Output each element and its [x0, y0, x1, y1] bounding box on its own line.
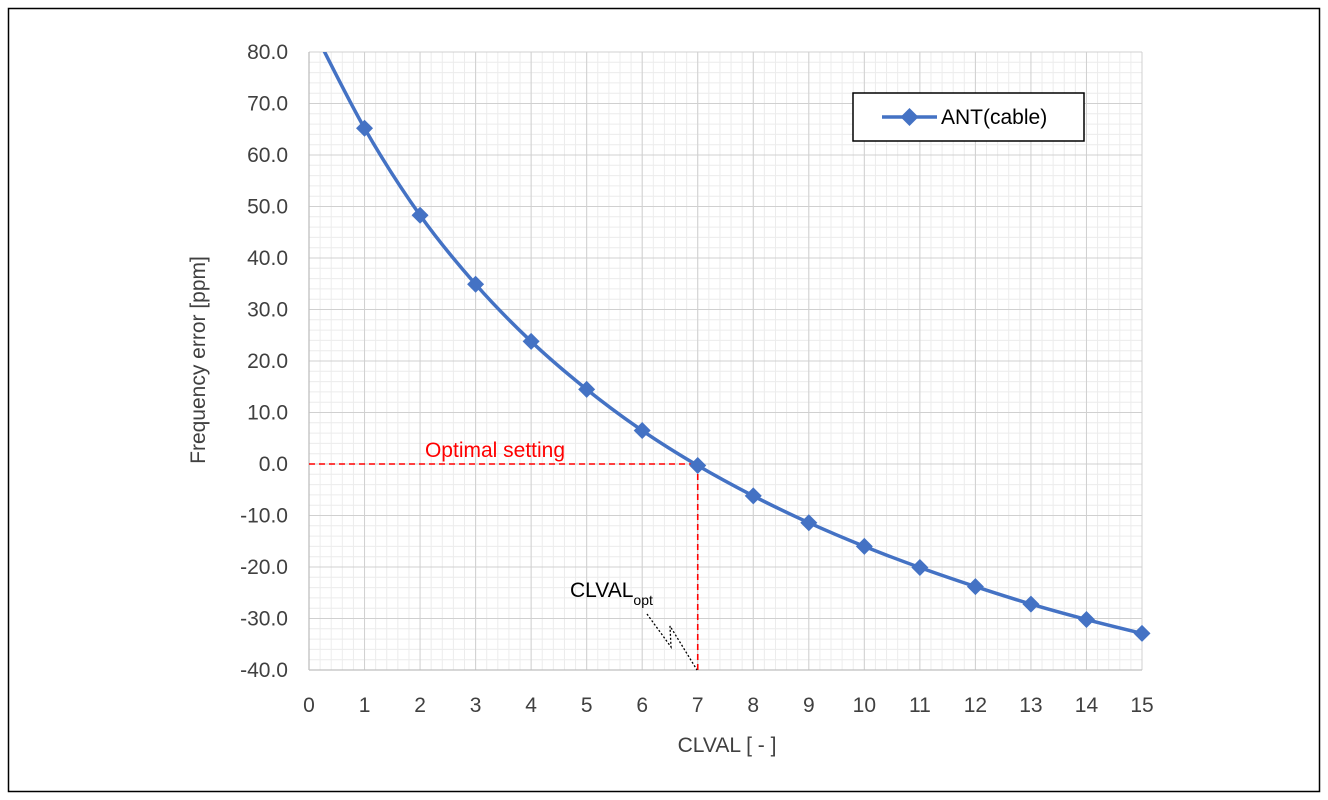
y-tick-label: 60.0: [247, 144, 288, 167]
x-axis-title: CLVAL [ - ]: [678, 734, 777, 757]
y-tick-label: 50.0: [247, 196, 288, 219]
y-tick-label: 80.0: [247, 41, 288, 64]
data-point-marker: [855, 537, 873, 555]
x-tick-label: 10: [853, 694, 876, 717]
data-point-marker: [800, 514, 818, 532]
x-tick-label: 12: [964, 694, 987, 717]
x-tick-labels: 0 1 2 3 4 5 6 7 8 9 10 11 12 13 14 15: [303, 694, 1154, 717]
y-tick-label: -20.0: [240, 556, 288, 579]
x-tick-label: 0: [303, 694, 315, 717]
data-point-marker: [689, 457, 707, 475]
data-point-marker: [522, 332, 540, 350]
y-tick-label: 10.0: [247, 402, 288, 425]
optimal-guide-lines: [309, 463, 699, 670]
x-tick-label: 8: [747, 694, 759, 717]
legend-series-label: ANT(cable): [941, 106, 1047, 129]
data-point-marker: [1077, 611, 1095, 629]
x-tick-label: 3: [470, 694, 482, 717]
data-point-marker: [744, 487, 762, 505]
series-group: [322, 52, 1151, 642]
data-point-marker: [1133, 624, 1151, 642]
x-tick-label: 4: [525, 694, 537, 717]
x-tick-label: 2: [414, 694, 426, 717]
callout-main: CLVAL: [570, 579, 633, 602]
y-tick-labels: 80.0 70.0 60.0 50.0 40.0 30.0 20.0 10.0 0.0 -10.0…: [240, 41, 288, 682]
data-point-marker: [411, 206, 429, 224]
x-tick-label: 5: [581, 694, 593, 717]
data-point-marker: [356, 119, 374, 137]
legend: ANT(cable): [852, 92, 1085, 142]
y-tick-label: -30.0: [240, 608, 288, 631]
y-tick-label: -40.0: [240, 659, 288, 682]
x-tick-label: 11: [909, 694, 931, 717]
y-axis-title: Frequency error [ppm]: [187, 256, 210, 464]
data-point-marker: [911, 559, 929, 577]
data-point-marker: [467, 275, 485, 293]
x-tick-label: 9: [803, 694, 815, 717]
legend-marker: [900, 108, 919, 126]
data-point-marker: [578, 380, 596, 398]
x-tick-label: 14: [1075, 694, 1099, 717]
data-point-marker: [633, 422, 651, 440]
x-tick-label: 7: [692, 694, 704, 717]
clval-opt-callout: CLVALopt: [570, 579, 698, 671]
plot-axes: [308, 52, 1142, 671]
x-tick-label: 1: [359, 694, 371, 717]
x-tick-label: 6: [636, 694, 648, 717]
y-tick-label: 30.0: [247, 299, 288, 322]
data-point-marker: [1022, 595, 1040, 613]
optimal-setting-label: Optimal setting: [425, 439, 565, 462]
x-tick-label: 13: [1019, 694, 1042, 717]
y-tick-label: 0.0: [259, 453, 288, 476]
callout-label: CLVALopt: [570, 579, 653, 608]
data-point-marker: [966, 578, 984, 596]
x-tick-label: 15: [1130, 694, 1153, 717]
y-tick-label: 20.0: [247, 350, 288, 373]
y-tick-label: -10.0: [240, 505, 288, 528]
y-tick-label: 40.0: [247, 247, 288, 270]
callout-leader: [646, 613, 698, 671]
y-tick-label: 70.0: [247, 93, 288, 116]
callout-subscript: opt: [633, 592, 653, 608]
